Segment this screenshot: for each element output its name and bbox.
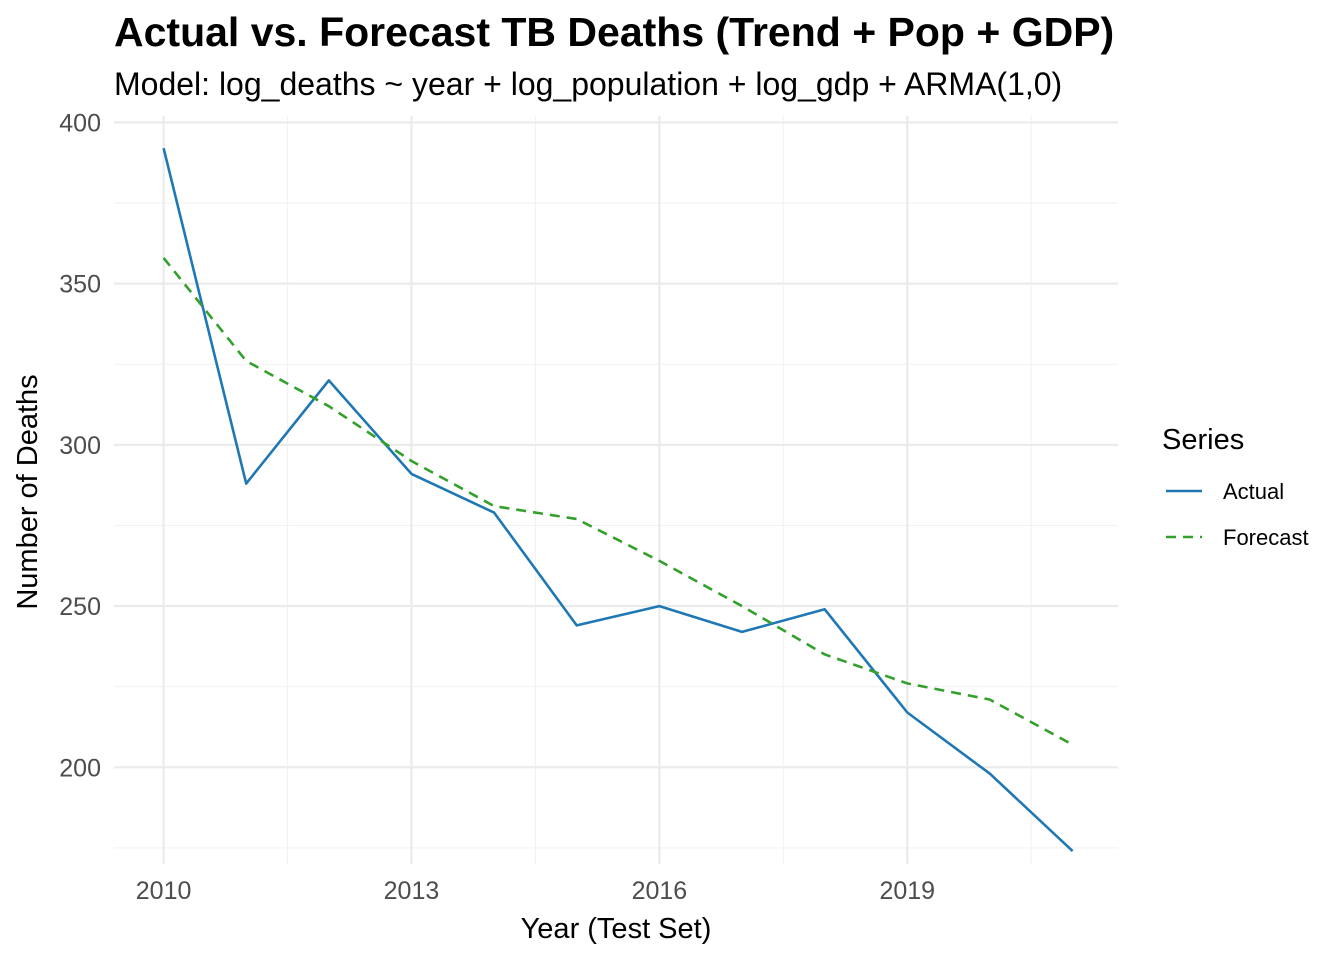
y-tick-label: 400	[59, 109, 101, 137]
minor-gridlines	[114, 116, 1118, 864]
x-tick-label: 2010	[136, 877, 192, 905]
series-layer	[162, 147, 1074, 853]
series-line-actual	[162, 147, 1074, 853]
series-line-forecast	[162, 257, 1074, 746]
y-tick-label: 200	[59, 754, 101, 782]
legend-title: Series	[1162, 424, 1244, 456]
legend-label-forecast: Forecast	[1223, 525, 1309, 550]
y-tick-label: 250	[59, 593, 101, 621]
y-tick-label: 300	[59, 432, 101, 460]
chart-title: Actual vs. Forecast TB Deaths (Trend + P…	[114, 9, 1114, 55]
major-gridlines	[114, 116, 1118, 864]
x-tick-label: 2016	[632, 877, 688, 905]
x-axis-tick-labels: 2010 2013 2016 2019	[136, 877, 935, 905]
chart-subtitle: Model: log_deaths ~ year + log_populatio…	[114, 66, 1062, 102]
y-axis-tick-labels: 200 250 300 350 400	[59, 109, 101, 782]
legend-label-actual: Actual	[1223, 479, 1284, 504]
legend-items: Actual Forecast	[1166, 479, 1309, 550]
x-tick-label: 2013	[384, 877, 440, 905]
y-axis-title: Number of Deaths	[12, 374, 44, 609]
x-axis-title: Year (Test Set)	[521, 913, 712, 945]
legend: Series Actual Forecast	[1162, 424, 1309, 550]
x-tick-label: 2019	[879, 877, 935, 905]
y-tick-label: 350	[59, 271, 101, 299]
